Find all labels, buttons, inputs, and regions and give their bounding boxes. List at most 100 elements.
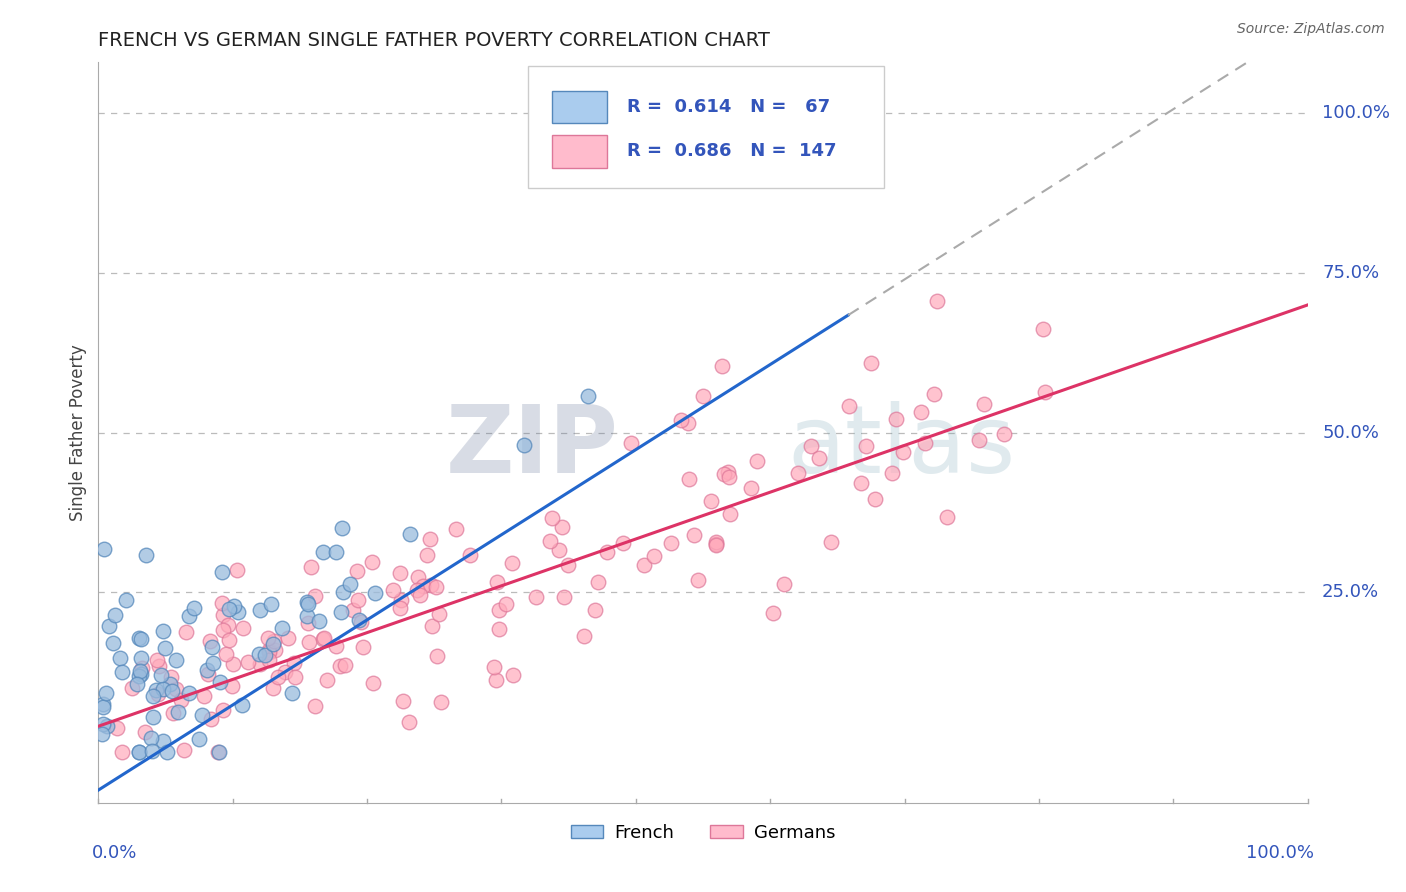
Point [183,601,205,615]
Point [426,648,449,663]
Point [541,511,564,525]
Point [361,555,384,569]
Point [262,681,284,695]
Point [177,686,200,700]
Point [551,520,574,534]
Text: R =  0.686   N =  147: R = 0.686 N = 147 [627,143,837,161]
Point [208,745,231,759]
Point [173,743,195,757]
Point [152,682,174,697]
Point [704,538,727,552]
FancyBboxPatch shape [551,91,607,123]
Text: Source: ZipAtlas.com: Source: ZipAtlas.com [1237,22,1385,37]
Point [704,534,727,549]
Point [200,712,222,726]
Point [298,635,321,649]
Point [165,681,187,696]
Point [215,647,238,661]
Point [111,665,134,679]
Text: 75.0%: 75.0% [1322,264,1379,282]
Point [669,412,692,426]
Point [855,439,877,453]
Point [217,618,239,632]
Point [1033,384,1056,399]
Point [170,692,193,706]
Point [152,624,174,639]
Point [363,676,385,690]
Point [676,416,699,430]
Point [325,545,347,559]
Point [914,435,936,450]
Point [127,677,149,691]
Point [969,433,991,447]
Point [704,537,727,551]
Point [513,438,536,452]
Point [772,576,794,591]
Point [740,481,762,495]
Point [633,558,655,572]
Point [254,648,277,662]
Point [863,491,886,506]
Point [820,535,842,549]
FancyBboxPatch shape [527,66,884,188]
Point [131,632,153,646]
Text: 100.0%: 100.0% [1322,104,1391,122]
Point [249,657,271,672]
Text: 25.0%: 25.0% [1322,583,1379,601]
Point [910,405,932,419]
Point [312,632,335,646]
Point [267,670,290,684]
Point [211,565,233,579]
Point [800,439,823,453]
Point [312,545,335,559]
Point [299,560,322,574]
Point [415,548,437,562]
Point [129,664,152,678]
Point [101,635,124,649]
Point [263,634,285,648]
Point [308,615,330,629]
Point [325,639,347,653]
Point [141,744,163,758]
Point [264,642,287,657]
Point [226,605,249,619]
Point [91,727,114,741]
Text: 100.0%: 100.0% [1246,844,1313,862]
Point [295,595,318,609]
Point [212,623,235,637]
Point [165,653,187,667]
Point [121,681,143,695]
Point [110,745,132,759]
Point [211,596,233,610]
Point [330,605,353,619]
Point [167,706,190,720]
Point [524,591,547,605]
Point [612,536,634,550]
Point [152,734,174,748]
Point [444,522,467,536]
Text: 0.0%: 0.0% [93,844,138,862]
Point [94,686,117,700]
Point [495,597,517,611]
Point [207,745,229,759]
Text: 50.0%: 50.0% [1322,424,1379,442]
Point [104,608,127,623]
Point [718,507,741,521]
Point [333,657,356,672]
Point [134,724,156,739]
Point [425,580,447,594]
Point [747,454,769,468]
Point [221,679,243,693]
Point [188,731,211,746]
Point [332,584,354,599]
Point [135,548,157,562]
Point [346,565,368,579]
Point [222,657,245,672]
Point [350,615,373,629]
Point [586,574,609,589]
Point [316,673,339,687]
Point [406,583,429,598]
Text: R =  0.614   N =   67: R = 0.614 N = 67 [627,98,830,116]
Point [686,573,709,587]
Point [224,599,246,613]
